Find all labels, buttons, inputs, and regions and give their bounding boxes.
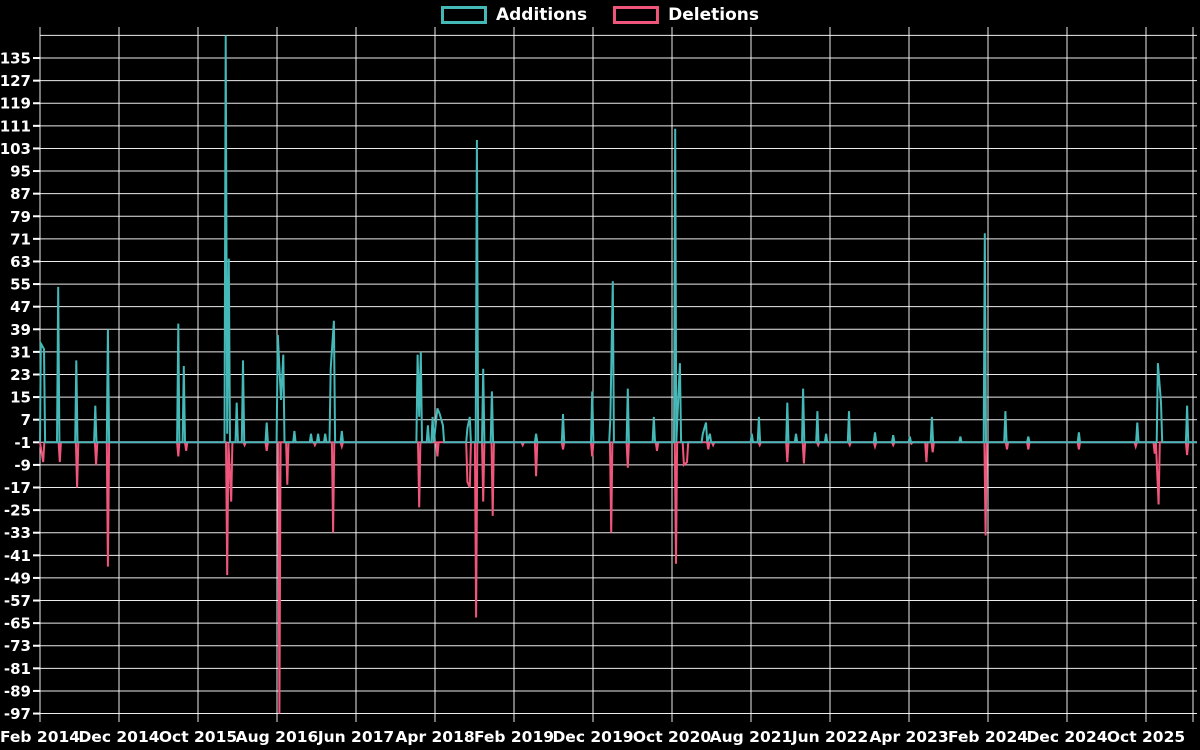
additions-legend-label: Additions <box>495 4 588 25</box>
legend-item-deletions[interactable]: Deletions <box>613 6 759 24</box>
y-tick-label: 63 <box>10 253 31 271</box>
y-tick-label: -9 <box>14 456 31 474</box>
y-tick-label: -33 <box>4 524 31 542</box>
y-tick-label: -81 <box>4 660 31 678</box>
x-tick-label: Oct 2020 <box>633 728 712 746</box>
x-tick-label: Apr 2018 <box>395 728 474 746</box>
x-tick-label: Dec 2024 <box>1026 728 1107 746</box>
y-tick-label: 31 <box>10 343 31 361</box>
y-tick-label: 79 <box>10 208 31 226</box>
y-tick-label: -41 <box>4 547 31 565</box>
x-tick-label: Feb 2024 <box>948 728 1028 746</box>
y-tick-label: 87 <box>10 185 31 203</box>
y-tick-label: -89 <box>4 682 31 700</box>
y-tick-label: 47 <box>10 298 31 316</box>
x-tick-label: Dec 2014 <box>78 728 159 746</box>
x-tick-label: Oct 2025 <box>1107 728 1185 746</box>
x-tick-label: Aug 2016 <box>236 728 319 746</box>
y-tick-label: -25 <box>4 502 31 520</box>
x-tick-label: Dec 2019 <box>552 728 633 746</box>
y-tick-label: 103 <box>0 140 31 158</box>
x-tick-label: Feb 2014 <box>0 728 80 746</box>
y-tick-label: -1 <box>14 434 31 452</box>
chart-legend: Additions Deletions <box>440 4 759 25</box>
y-tick-label: 95 <box>10 163 31 181</box>
y-tick-label: 135 <box>0 50 31 68</box>
y-tick-label: 39 <box>10 321 31 339</box>
x-tick-label: Aug 2021 <box>710 728 793 746</box>
y-tick-label: 23 <box>10 366 31 384</box>
x-tick-label: Jun 2022 <box>791 728 868 746</box>
y-tick-label: -49 <box>4 569 31 587</box>
x-tick-label: Oct 2015 <box>159 728 237 746</box>
y-tick-label: -73 <box>4 637 31 655</box>
y-tick-label: -17 <box>4 479 31 497</box>
y-tick-label: -97 <box>4 705 31 723</box>
y-tick-label: 71 <box>10 230 31 248</box>
y-tick-label: 15 <box>10 389 31 407</box>
deletions-legend-label: Deletions <box>668 4 760 25</box>
deletions-swatch-icon <box>613 6 660 24</box>
y-tick-label: 127 <box>0 72 31 90</box>
y-tick-label: -57 <box>4 592 31 610</box>
additions-line <box>39 35 1197 444</box>
x-tick-label: Jun 2017 <box>317 728 394 746</box>
y-tick-label: 119 <box>0 95 31 113</box>
y-tick-label: 7 <box>21 411 31 429</box>
x-tick-label: Feb 2019 <box>474 728 554 746</box>
y-tick-label: 55 <box>10 276 31 294</box>
x-tick-label: Apr 2023 <box>869 728 948 746</box>
legend-item-additions[interactable]: Additions <box>440 4 588 25</box>
y-tick-label: 111 <box>0 117 31 135</box>
additions-swatch-icon <box>440 6 487 24</box>
y-tick-label: -65 <box>4 615 31 633</box>
